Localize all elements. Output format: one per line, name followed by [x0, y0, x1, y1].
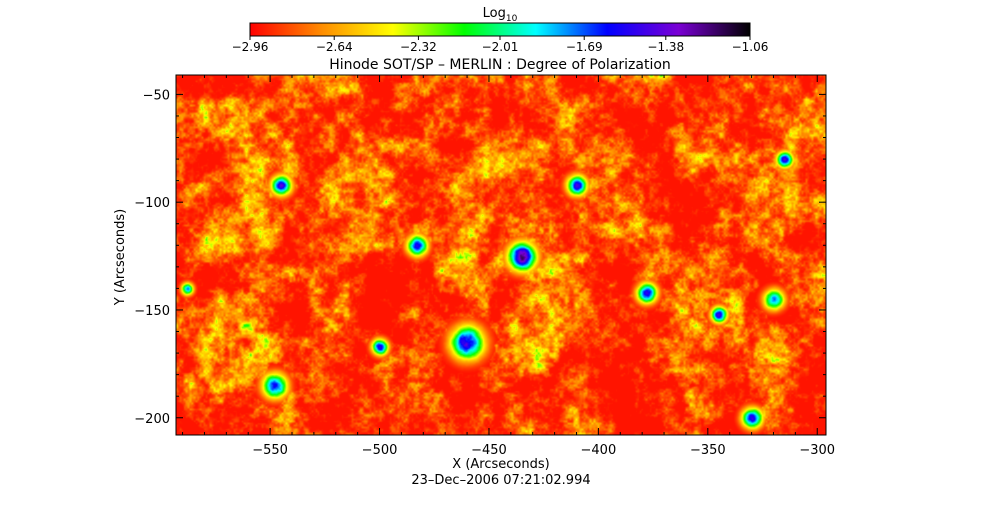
colorbar-tick-label: −2.01	[482, 40, 519, 54]
y-axis-label: Y (Arcseconds)	[113, 209, 128, 306]
heatmap	[175, 74, 827, 436]
x-axis-label: X (Arcseconds)	[452, 457, 549, 472]
x-tick-label: −400	[581, 443, 617, 458]
y-tick-label: −50	[143, 88, 170, 103]
colorbar-tick-label: −1.38	[647, 40, 684, 54]
timestamp: 23–Dec–2006 07:21:02.994	[411, 473, 590, 488]
colorbar-tick-label: −1.69	[566, 40, 603, 54]
y-axis: −50 −100 −150 −200	[134, 88, 826, 427]
y-tick-label: −150	[134, 304, 170, 319]
x-axis: −550 −500 −450 −400 −350 −300	[182, 75, 835, 458]
colorbar-label: Log10	[483, 6, 518, 24]
x-tick-label: −350	[690, 443, 726, 458]
heatmap-canvas	[176, 75, 826, 435]
x-tick-label: −300	[799, 443, 835, 458]
colorbar-tick-label: −2.64	[316, 40, 353, 54]
colorbar: Log10 −2.96 −2.64 −2.32 −2.01 −1.69 −1.38 −1.0…	[232, 6, 769, 54]
x-tick-label: −500	[362, 443, 398, 458]
colorbar-gradient	[249, 22, 751, 37]
x-tick-label: −550	[252, 443, 288, 458]
colorbar-tick-label: −1.06	[732, 40, 769, 54]
y-tick-label: −200	[134, 412, 170, 427]
colorbar-tick-label: −2.32	[400, 40, 437, 54]
x-tick-label: −450	[471, 443, 507, 458]
plot-frame	[175, 74, 827, 436]
y-tick-label: −100	[134, 196, 170, 211]
chart-title: Hinode SOT/SP – MERLIN : Degree of Polar…	[329, 57, 671, 73]
colorbar-ticks: −2.96 −2.64 −2.32 −2.01 −1.69 −1.38 −1.06	[232, 36, 769, 54]
colorbar-tick-label: −2.96	[232, 40, 269, 54]
